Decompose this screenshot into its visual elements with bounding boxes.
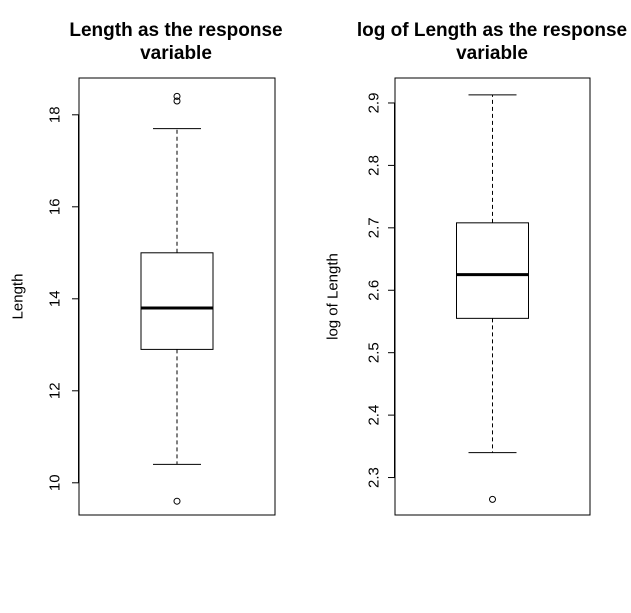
outlier-point	[173, 92, 181, 100]
chart-title-line-2: variable	[140, 43, 212, 64]
outlier-point	[173, 497, 181, 505]
chart-title-line-2: variable	[456, 43, 528, 64]
box-iqr	[140, 252, 214, 350]
y-axis-label: Length	[10, 274, 27, 320]
y-tick-label: 2.4	[366, 405, 383, 426]
y-axis-label: log of Length	[325, 253, 342, 340]
y-tick-label: 2.5	[366, 342, 383, 363]
outlier-point	[489, 495, 496, 503]
y-tick-label: 2.9	[366, 93, 383, 114]
y-tick-label: 14	[47, 290, 64, 307]
y-tick-label: 2.6	[366, 280, 383, 301]
y-tick-label: 2.7	[366, 217, 383, 238]
y-tick-label: 2.8	[366, 155, 383, 176]
chart-title-line-1: log of Length as the response	[357, 20, 627, 41]
y-tick-label: 16	[47, 198, 64, 215]
outlier-point	[173, 97, 181, 105]
y-tick-label: 2.3	[366, 467, 383, 488]
y-tick-label: 10	[47, 474, 64, 491]
y-tick-label: 12	[47, 382, 64, 399]
chart-title-line-1: Length as the response	[69, 20, 282, 41]
y-tick-label: 18	[47, 106, 64, 123]
box-iqr	[456, 222, 529, 319]
